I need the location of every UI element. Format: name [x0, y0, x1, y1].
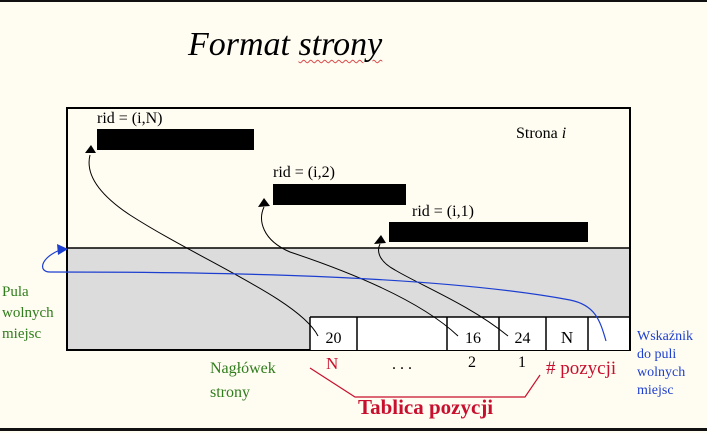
free-pool-label: Pula wolnych miejsc [2, 284, 54, 342]
free-space-pointer [42, 249, 607, 342]
pointer-arrow-2 [261, 206, 459, 337]
bottom-border [0, 428, 707, 431]
page-title: Format strony [188, 26, 383, 63]
pointer-arrow-1 [378, 243, 509, 337]
arrowhead [258, 198, 270, 207]
slot-offset-1: 24 [514, 330, 531, 347]
slot-index-1: 1 [518, 354, 526, 371]
slot-table-bracket [309, 367, 541, 398]
slot-index-2: 2 [468, 354, 476, 371]
record-n [97, 129, 254, 150]
top-border [0, 0, 707, 2]
slot-offset-2: 16 [465, 330, 481, 347]
pointer-arrow-n [88, 154, 319, 337]
page-label: Strona i [516, 125, 567, 142]
slot-count-value: N [560, 328, 574, 347]
page-header-label: Nagłówek strony [210, 360, 276, 401]
slot-index-n: N [326, 354, 339, 373]
record-1 [389, 222, 588, 242]
slot-table-label: Tablica pozycji [358, 395, 494, 419]
slot-index-ellipsis: . . . [392, 356, 412, 373]
slot-count-label: # pozycji [546, 358, 617, 379]
arrowhead [85, 145, 96, 153]
slot-cells-background [310, 317, 629, 350]
blue-arrowhead [57, 244, 68, 255]
record-label-1: rid = (i,1) [412, 203, 474, 220]
arrowhead [374, 235, 386, 244]
record-label-n: rid = (i,N) [97, 110, 163, 127]
slot-offset-n: 20 [325, 330, 342, 347]
record-label-2: rid = (i,2) [273, 164, 335, 181]
record-2 [273, 184, 406, 205]
free-space-pointer-label: Wskaźnik do puli wolnych miejsc [637, 329, 693, 398]
